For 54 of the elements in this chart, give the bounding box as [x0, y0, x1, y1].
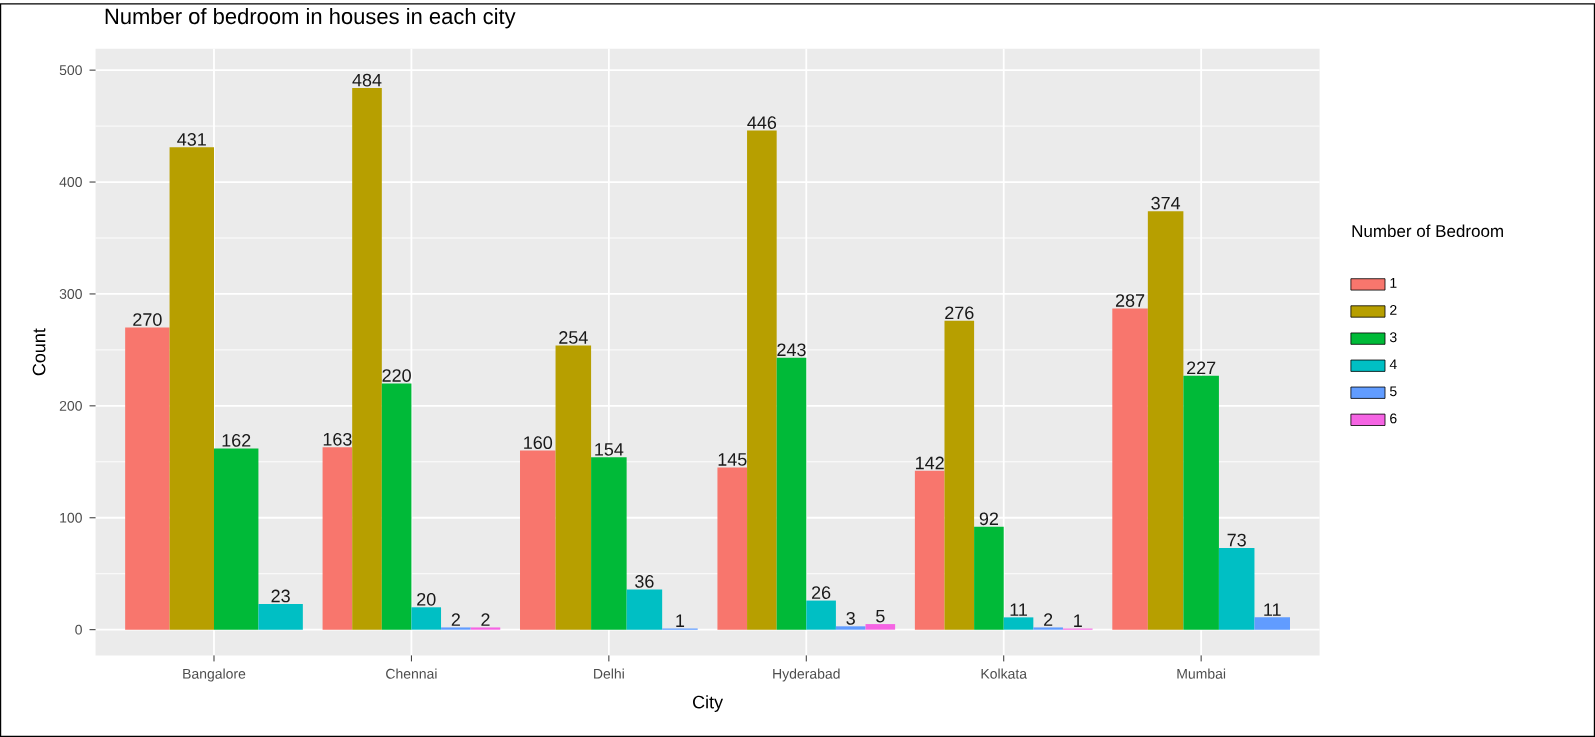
data-label: 276 [945, 306, 974, 320]
data-label: 11 [1264, 603, 1281, 616]
data-label: 446 [747, 116, 777, 129]
y-tick-label: 200 [59, 400, 82, 411]
legend-label: 6 [1390, 413, 1397, 424]
legend-label: 5 [1389, 386, 1397, 397]
data-label: 220 [382, 369, 411, 382]
data-label: 431 [177, 133, 206, 146]
y-tick-label: 500 [59, 65, 82, 76]
y-tick-label: 400 [59, 177, 82, 187]
y-axis-title: Count [32, 328, 46, 376]
legend-label: 4 [1389, 359, 1397, 370]
data-label: 163 [323, 432, 352, 446]
data-label: 254 [559, 331, 588, 344]
data-label: 36 [635, 575, 654, 588]
y-tick-label: 300 [59, 289, 82, 299]
data-label: 227 [1187, 361, 1216, 375]
data-label: 2 [481, 613, 490, 626]
y-tick-label: 0 [75, 624, 82, 635]
data-label: 374 [1151, 196, 1181, 210]
data-label: 145 [718, 453, 747, 466]
y-tick-label: 100 [60, 512, 82, 523]
x-axis-title: City [693, 695, 724, 713]
data-label: 3 [846, 611, 855, 625]
legend-label: 3 [1389, 332, 1397, 343]
data-label: 5 [876, 609, 885, 623]
x-tick-label: Bangalore [183, 668, 246, 682]
legend-label: 1 [1390, 278, 1397, 288]
data-label: 11 [1010, 603, 1027, 616]
data-label: 287 [1115, 294, 1145, 307]
data-label: 2 [451, 613, 460, 626]
x-tick-label: Hyderabad [773, 668, 840, 682]
legend-title: Number of Bedroom [1352, 224, 1503, 238]
x-tick-label: Kolkata [981, 668, 1028, 679]
data-label: 92 [979, 512, 998, 526]
data-label: 1 [1074, 614, 1082, 627]
data-label: 20 [417, 592, 436, 606]
data-label: 162 [222, 434, 251, 447]
chart-title: Number of bedroom in houses in each city [105, 8, 516, 29]
data-label: 2 [1044, 613, 1053, 626]
x-tick-label: Chennai [386, 668, 437, 679]
data-label: 154 [595, 443, 624, 456]
data-label: 73 [1227, 533, 1246, 547]
data-label: 243 [777, 343, 806, 357]
data-label: 1 [676, 614, 685, 627]
x-tick-label: Delhi [594, 668, 624, 679]
data-label: 26 [812, 586, 831, 600]
data-label: 142 [916, 456, 944, 470]
x-tick-label: Mumbai [1177, 668, 1226, 679]
data-label: 160 [524, 436, 553, 450]
data-label: 270 [133, 313, 162, 326]
legend-label: 2 [1390, 305, 1397, 315]
data-label: 484 [352, 73, 382, 87]
data-label: 23 [271, 589, 290, 603]
